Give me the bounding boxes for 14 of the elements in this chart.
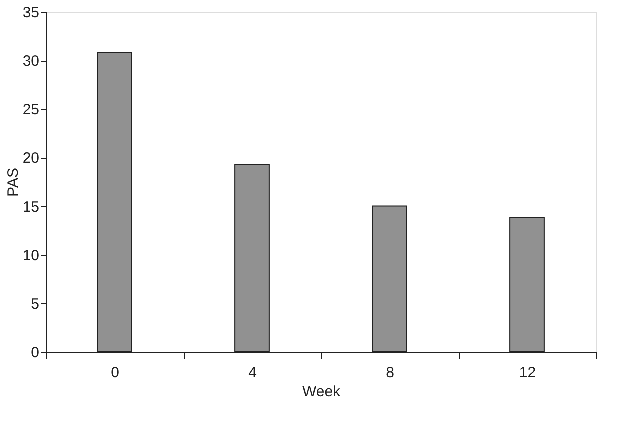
y-tick-label: 15 — [22, 198, 40, 216]
y-tick-label: 35 — [22, 4, 40, 22]
y-tick-label: 5 — [31, 296, 40, 313]
y-tick-label: 25 — [22, 102, 40, 119]
x-tick-label: 8 — [386, 364, 394, 382]
y-tick-label: 0 — [31, 344, 40, 362]
x-tick-label: 4 — [248, 364, 257, 382]
x-axis-title: Week — [302, 384, 342, 400]
y-tick-label: 20 — [22, 150, 40, 168]
x-tick-label: 12 — [519, 364, 536, 382]
y-tick-label: 10 — [22, 247, 40, 264]
x-tick-label: 0 — [111, 364, 120, 382]
y-axis-title: PAS — [4, 168, 22, 197]
y-tick-label: 30 — [22, 53, 40, 70]
